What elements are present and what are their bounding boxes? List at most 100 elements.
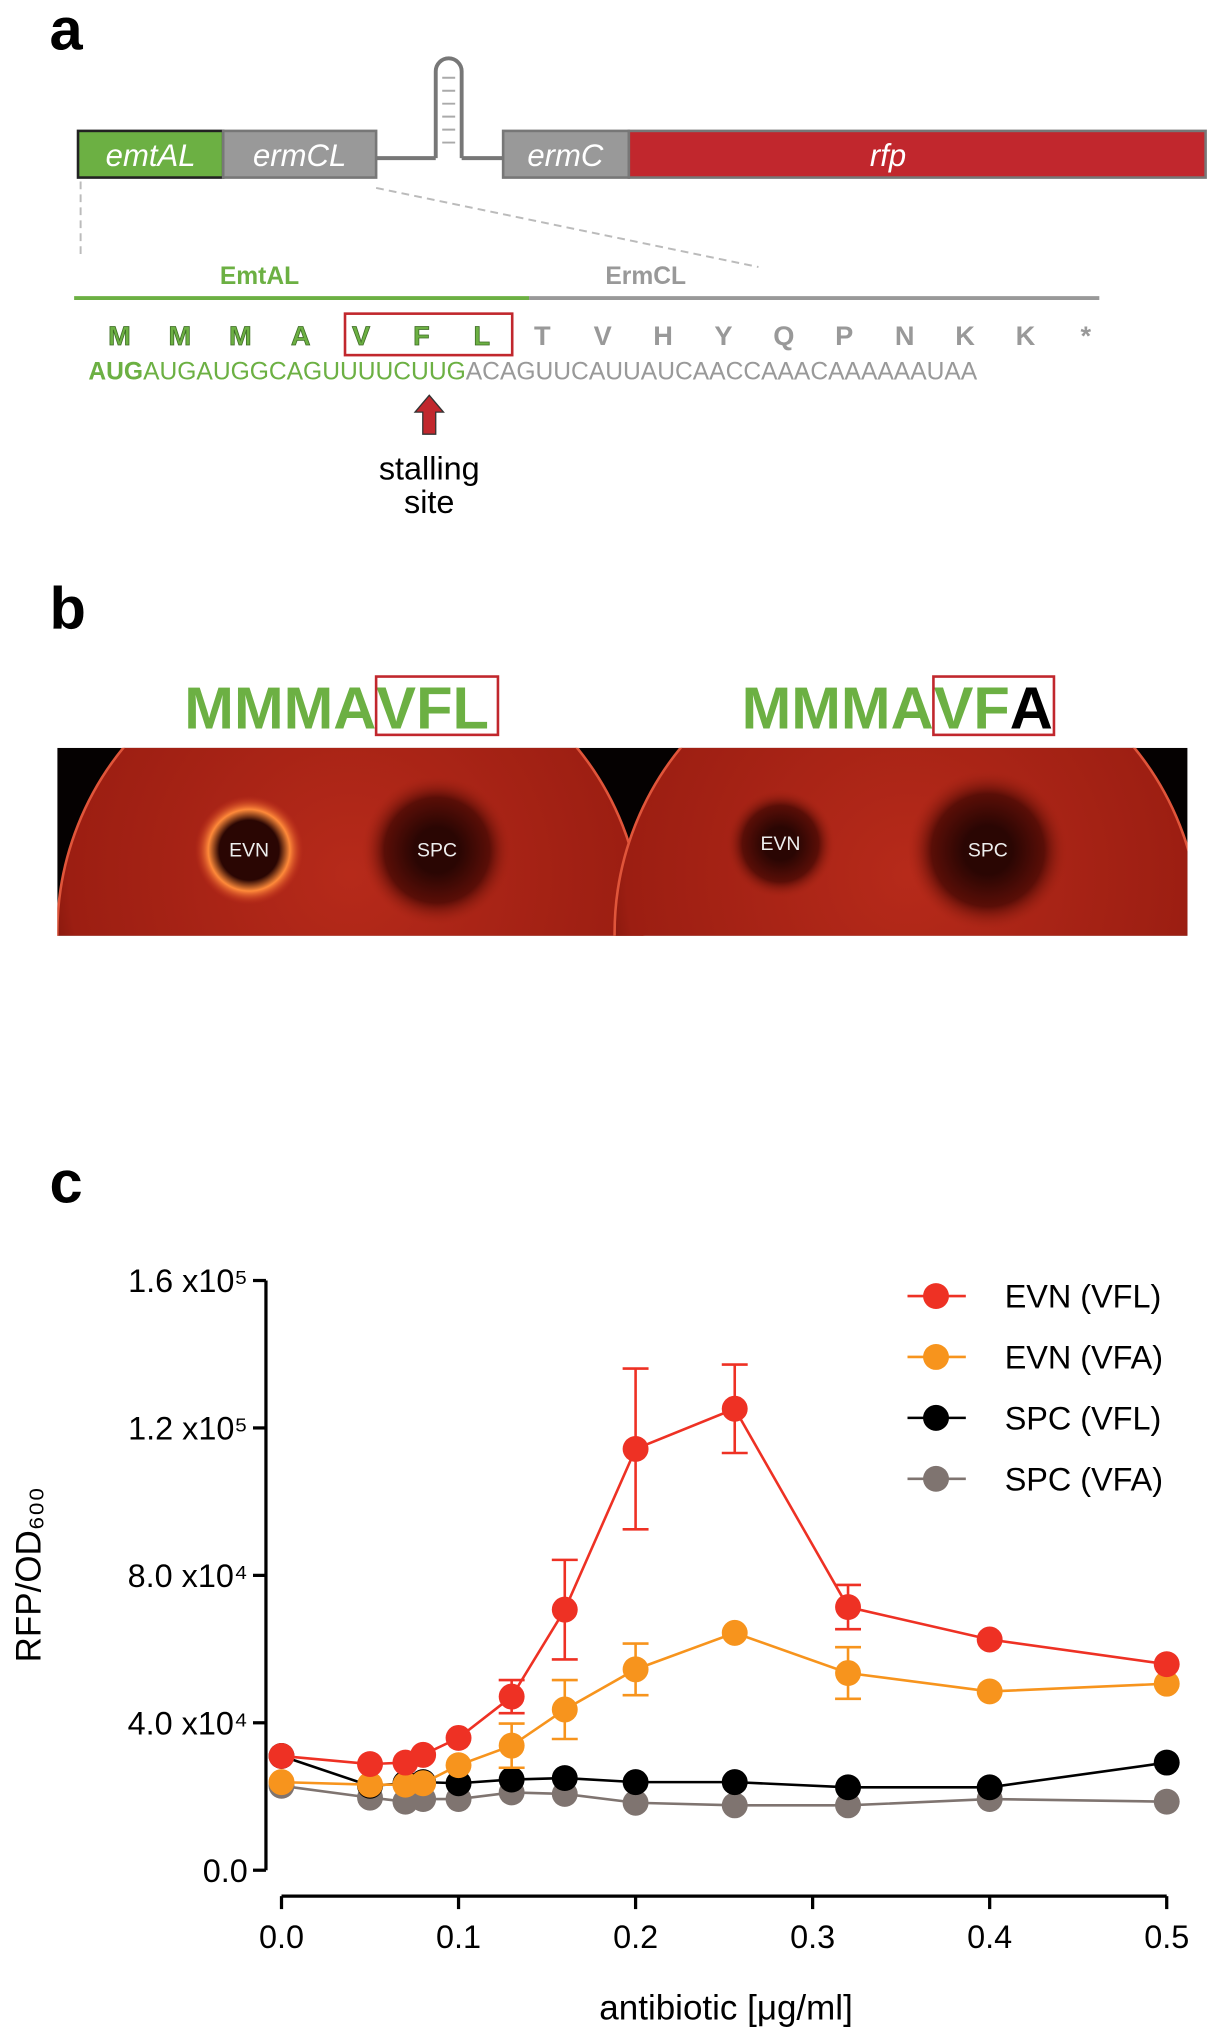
residue: K xyxy=(1016,320,1036,351)
legend-marker xyxy=(923,1465,949,1492)
x-tick-label: 0.1 xyxy=(436,1919,481,1955)
x-tick-label: 0.2 xyxy=(613,1919,658,1955)
annotation: stalling xyxy=(379,451,480,487)
gene-label: ermCL xyxy=(253,138,346,173)
construct-label: MMMAVFL xyxy=(184,674,489,741)
legend-label: EVN (VFL) xyxy=(1005,1279,1162,1315)
x-tick-label: 0.5 xyxy=(1144,1919,1189,1955)
data-point xyxy=(721,1395,748,1422)
data-point xyxy=(1153,1651,1180,1678)
residue: M xyxy=(229,320,252,351)
disc-label: EVN xyxy=(761,833,801,855)
data-point xyxy=(551,1596,578,1623)
panel-label: a xyxy=(50,0,84,62)
legend-label: SPC (VFA) xyxy=(1005,1461,1163,1497)
data-point xyxy=(268,1769,295,1796)
residue: T xyxy=(534,320,551,351)
data-point xyxy=(268,1742,295,1769)
panel-label: b xyxy=(50,575,86,642)
residue: Q xyxy=(773,320,794,351)
data-point xyxy=(551,1696,578,1723)
start-codon: AUG xyxy=(88,359,143,386)
data-point xyxy=(445,1724,472,1751)
peptide-label: EmtAL xyxy=(220,263,299,290)
residue: H xyxy=(653,320,673,351)
data-point xyxy=(835,1594,861,1621)
data-point xyxy=(498,1766,525,1793)
panel-label: c xyxy=(50,1149,83,1216)
data-point xyxy=(622,1769,649,1796)
construct-part: A xyxy=(1010,674,1053,741)
residue: V xyxy=(352,320,370,351)
data-point xyxy=(1153,1749,1180,1776)
y-tick-label: 4.0 x10⁴ xyxy=(128,1705,248,1741)
residue: M xyxy=(169,320,192,351)
residue: V xyxy=(594,320,612,351)
residue: * xyxy=(1081,320,1092,351)
residue: L xyxy=(474,320,491,351)
legend-marker xyxy=(923,1404,949,1431)
construct-label: MMMAVFA xyxy=(742,674,1053,741)
data-point xyxy=(721,1619,748,1646)
construct-part: MMMA xyxy=(184,674,376,741)
annotation: site xyxy=(404,484,454,520)
x-tick-label: 0.0 xyxy=(259,1919,304,1955)
y-tick-label: 1.6 x10⁵ xyxy=(128,1263,248,1299)
y-axis-label: RFP/OD₆₀₀ xyxy=(9,1487,48,1662)
residue: P xyxy=(835,320,853,351)
data-point xyxy=(976,1774,1003,1801)
data-point xyxy=(835,1792,861,1819)
legend-marker xyxy=(923,1283,949,1310)
downstream-sequence: ACAGUUCAUUAUCAACCAAACAAAAAAUAA xyxy=(466,359,978,386)
y-tick-label: 1.2 x10⁵ xyxy=(128,1411,248,1447)
plate-photo xyxy=(57,747,1188,936)
construct-part: VF xyxy=(934,674,1010,741)
highlight-box xyxy=(932,675,1056,737)
data-point xyxy=(622,1435,649,1462)
legend-label: SPC (VFL) xyxy=(1005,1401,1162,1437)
data-point xyxy=(1153,1788,1180,1815)
data-point xyxy=(357,1771,383,1798)
data-point xyxy=(410,1770,437,1797)
data-point xyxy=(498,1683,525,1710)
residue: K xyxy=(955,320,975,351)
legend-marker xyxy=(923,1344,949,1370)
residue-row: M M M A V F L T V H Y Q P N K K * xyxy=(108,319,1092,351)
data-point xyxy=(1153,1670,1180,1697)
data-point xyxy=(410,1741,437,1768)
legend-label: EVN (VFA) xyxy=(1005,1340,1163,1376)
peptide-label: ErmCL xyxy=(605,263,686,290)
residue: M xyxy=(108,320,131,351)
x-axis-label: antibiotic [μg/ml] xyxy=(599,1988,852,2027)
residue: N xyxy=(895,320,915,351)
construct-diagram xyxy=(74,56,1207,435)
gene-label: emtAL xyxy=(106,138,196,173)
x-tick-label: 0.4 xyxy=(967,1919,1012,1955)
disc-label: EVN xyxy=(229,840,269,862)
construct-part: VFL xyxy=(376,674,489,741)
data-point xyxy=(622,1656,649,1683)
data-point xyxy=(622,1789,649,1816)
data-point xyxy=(445,1752,472,1779)
data-point xyxy=(976,1626,1003,1653)
data-point xyxy=(721,1792,748,1819)
gene-label: rfp xyxy=(870,138,906,173)
data-point xyxy=(835,1774,861,1801)
x-tick-label: 0.3 xyxy=(790,1919,835,1955)
mrna-sequence: AUGAUGAUGGCAGUUUUCUUGACAGUUCAUUAUCAACCAA… xyxy=(88,359,977,386)
data-point xyxy=(721,1769,748,1796)
data-point xyxy=(835,1660,861,1686)
data-point xyxy=(498,1732,525,1759)
disc-label: SPC xyxy=(968,840,1008,862)
residue: F xyxy=(413,320,430,351)
disc-label: SPC xyxy=(417,840,457,862)
construct-part: MMMA xyxy=(742,674,934,741)
residue: Y xyxy=(714,320,732,351)
data-point xyxy=(976,1678,1003,1705)
data-point xyxy=(445,1770,472,1797)
leader-sequence: AUGAUGGCAGUUUUCUUG xyxy=(143,359,466,386)
y-tick-label: 8.0 x10⁴ xyxy=(128,1558,248,1594)
chart: 0.0 4.0 x10⁴ 8.0 x10⁴ 1.2 x10⁵ 1.6 x10⁵ 0.0 0.… xyxy=(9,1263,1189,2027)
residue: A xyxy=(291,320,311,351)
